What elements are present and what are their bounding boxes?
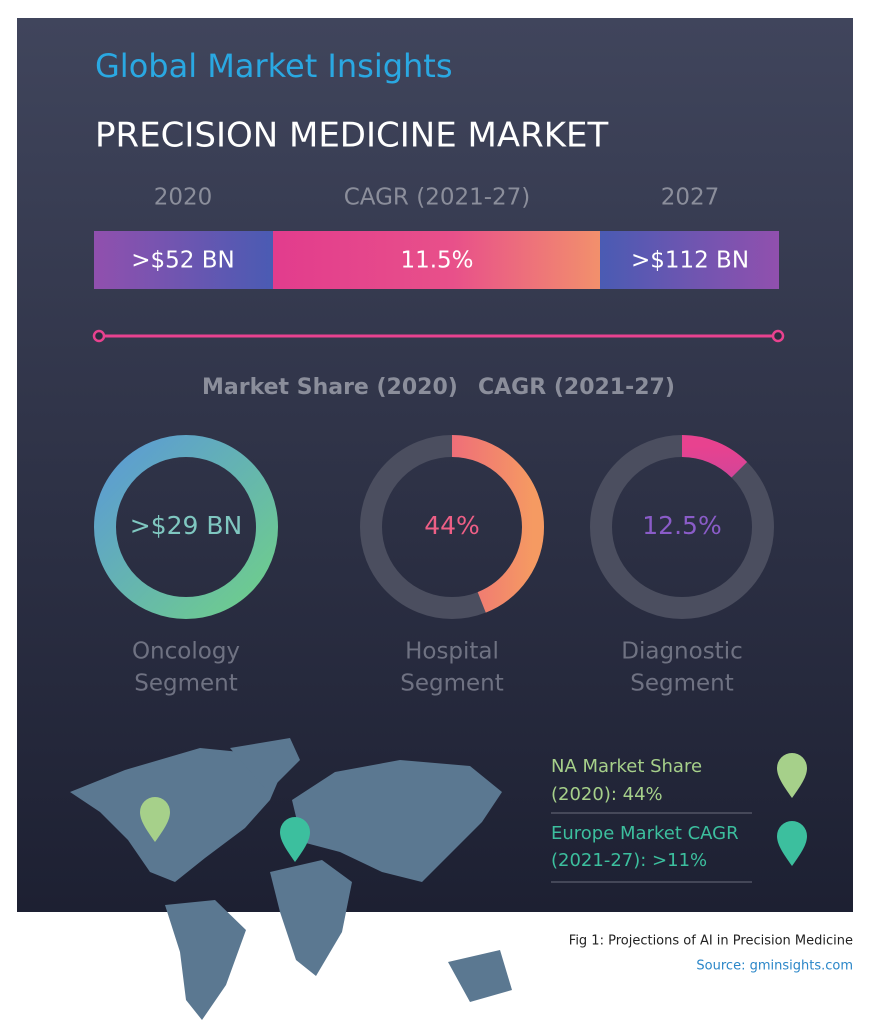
column-value: >$112 BN xyxy=(631,248,749,274)
column-value: 11.5% xyxy=(400,248,473,274)
segment-label: Segment xyxy=(630,671,734,697)
pin xyxy=(280,817,310,862)
region-text: NA Market Share xyxy=(551,756,702,777)
donuts xyxy=(94,435,774,619)
bar-cell xyxy=(273,231,600,289)
pin xyxy=(140,797,170,842)
segment-heading: Market Share (2020) xyxy=(202,375,458,400)
brand: Global Market Insights xyxy=(95,47,453,85)
donut-arc xyxy=(360,435,544,619)
bar-cell xyxy=(94,231,273,289)
source: Source: gminsights.com xyxy=(696,959,853,974)
caption: Fig 1: Projections of AI in Precision Me… xyxy=(569,934,853,949)
donut-value: 12.5% xyxy=(642,511,721,540)
donut-arc xyxy=(590,435,774,619)
column-heading: 2027 xyxy=(661,185,720,211)
region-text: Europe Market CAGR xyxy=(551,823,739,844)
segment-label: Oncology xyxy=(132,639,240,665)
segment-label: Diagnostic xyxy=(621,639,742,665)
bar-cell xyxy=(600,231,779,289)
column-value: >$52 BN xyxy=(131,248,234,274)
pin xyxy=(777,753,807,798)
region-text: (2020): 44% xyxy=(551,784,663,805)
pin xyxy=(777,821,807,866)
title: PRECISION MEDICINE MARKET xyxy=(95,116,609,156)
column-heading: 2020 xyxy=(154,185,213,211)
divider-dot xyxy=(92,329,106,343)
divider-dot xyxy=(771,329,785,343)
region-text: (2021-27): >11% xyxy=(551,850,707,871)
segment-label: Segment xyxy=(134,671,238,697)
column-heading: CAGR (2021-27) xyxy=(344,185,531,211)
world-map xyxy=(70,738,512,1020)
segment-label: Hospital xyxy=(405,639,499,665)
donut-value: >$29 BN xyxy=(130,511,242,540)
segment-label: Segment xyxy=(400,671,504,697)
donut-value: 44% xyxy=(424,511,480,540)
segment-heading: CAGR (2021-27) xyxy=(478,375,675,400)
ring xyxy=(94,435,278,619)
